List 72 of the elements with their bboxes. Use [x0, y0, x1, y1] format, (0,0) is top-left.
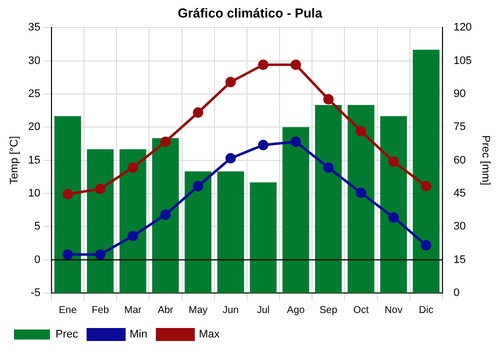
- y2-tick-label: 30: [453, 220, 466, 233]
- point: [225, 76, 236, 88]
- x-tick-label: Ago: [286, 304, 306, 316]
- x-tick-label: Mar: [124, 304, 142, 316]
- y2-tick-label: 45: [453, 188, 466, 200]
- y2-tick-label: 0: [453, 287, 460, 300]
- x-tick-label: Feb: [92, 304, 110, 316]
- y-tick-label: 25: [28, 88, 40, 100]
- x-tick-label: Ene: [58, 304, 78, 316]
- y-tick-label: 0: [34, 254, 40, 266]
- legend-label: Prec: [56, 328, 79, 341]
- y2-tick-label: 15: [453, 254, 466, 266]
- point: [192, 180, 204, 192]
- bar: [380, 116, 407, 293]
- x-tick-label: May: [188, 304, 208, 316]
- x-tick-label: Dic: [418, 304, 434, 316]
- bar: [54, 116, 82, 293]
- y-axis-title: Temp [°C]: [8, 136, 21, 185]
- y-tick-label: 20: [28, 121, 40, 134]
- point: [323, 94, 334, 105]
- bar: [250, 182, 277, 293]
- point: [160, 136, 171, 147]
- point: [95, 249, 106, 260]
- y-tick-label: 35: [28, 22, 40, 34]
- x-tick-label: Nov: [384, 304, 402, 316]
- point: [420, 180, 432, 192]
- y2-tick-label: 120: [453, 22, 472, 34]
- point: [356, 126, 366, 136]
- point: [258, 140, 268, 150]
- point: [323, 162, 334, 173]
- bar: [184, 171, 212, 293]
- x-tick-label: Jun: [222, 304, 239, 316]
- bar: [217, 171, 244, 293]
- point: [95, 184, 106, 194]
- point: [388, 156, 399, 167]
- y2-tick-label: 105: [453, 54, 472, 67]
- point: [62, 249, 73, 260]
- point: [62, 188, 73, 200]
- point: [128, 230, 138, 242]
- legend-label: Min: [130, 328, 148, 341]
- y-tick-label: 30: [28, 54, 40, 67]
- point: [192, 107, 204, 118]
- point: [356, 188, 366, 198]
- x-tick-label: Jul: [256, 304, 270, 316]
- y-tick-label: -5: [30, 287, 40, 300]
- y-tick-label: 15: [28, 154, 40, 166]
- bar: [348, 105, 374, 293]
- bar: [412, 50, 440, 293]
- x-tick-label: Sep: [320, 304, 338, 316]
- x-tick-label: Abr: [158, 304, 174, 316]
- point: [258, 60, 268, 70]
- bar: [315, 105, 342, 293]
- x-tick-label: Oct: [353, 304, 369, 316]
- bar: [282, 127, 310, 293]
- bar: [120, 149, 146, 293]
- point: [388, 212, 399, 223]
- chart-title: Gráfico climático - Pula: [178, 5, 324, 20]
- y2-axis-title: Prec [mm]: [479, 135, 492, 186]
- bar: [86, 149, 114, 293]
- y2-tick-label: 60: [453, 154, 466, 166]
- y2-tick-label: 90: [453, 88, 466, 100]
- point: [290, 60, 302, 70]
- y2-tick-label: 75: [453, 121, 466, 134]
- y-tick-label: 5: [34, 220, 40, 233]
- point: [290, 136, 302, 147]
- point: [128, 162, 138, 173]
- bar: [152, 138, 179, 293]
- point: [420, 240, 432, 250]
- point: [225, 153, 236, 164]
- legend-label: Max: [198, 328, 220, 341]
- point: [160, 209, 171, 220]
- y-tick-label: 10: [28, 188, 40, 200]
